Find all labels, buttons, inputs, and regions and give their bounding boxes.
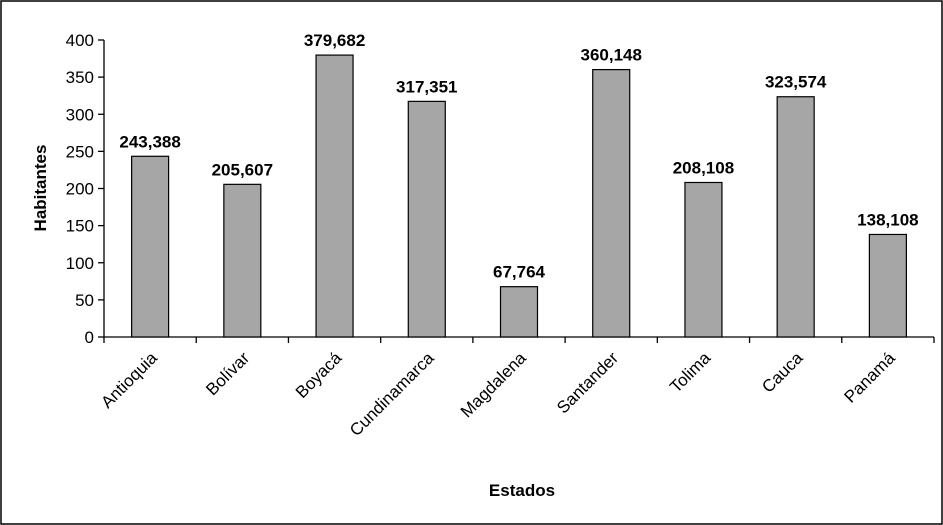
data-label: 138,108 — [857, 210, 918, 229]
bar — [868, 233, 907, 338]
bar — [407, 100, 446, 338]
data-label: 317,351 — [396, 77, 457, 96]
bar — [315, 54, 354, 338]
y-tick-label: 250 — [66, 142, 94, 161]
y-tick-label: 200 — [66, 180, 94, 199]
y-tick-label: 100 — [66, 254, 94, 273]
y-tick-label: 300 — [66, 105, 94, 124]
bar — [499, 286, 539, 338]
bar — [223, 183, 262, 338]
y-tick-label: 150 — [66, 217, 94, 236]
y-axis-title: Habitantes — [31, 145, 50, 232]
y-tick-label: 350 — [66, 68, 94, 87]
data-label: 360,148 — [580, 46, 641, 65]
bar — [592, 68, 631, 338]
y-tick-label: 50 — [75, 291, 94, 310]
bar — [131, 155, 170, 338]
data-label: 323,574 — [765, 73, 827, 92]
data-label: 379,682 — [304, 31, 365, 50]
y-tick-label: 0 — [85, 328, 94, 347]
data-label: 205,607 — [212, 160, 273, 179]
x-axis-title: Estados — [489, 481, 555, 500]
data-label: 243,388 — [119, 132, 180, 151]
bar — [684, 181, 723, 338]
bar — [776, 96, 815, 338]
data-label: 208,108 — [673, 158, 734, 177]
y-tick-label: 400 — [66, 31, 94, 50]
data-label: 67,764 — [493, 263, 546, 282]
